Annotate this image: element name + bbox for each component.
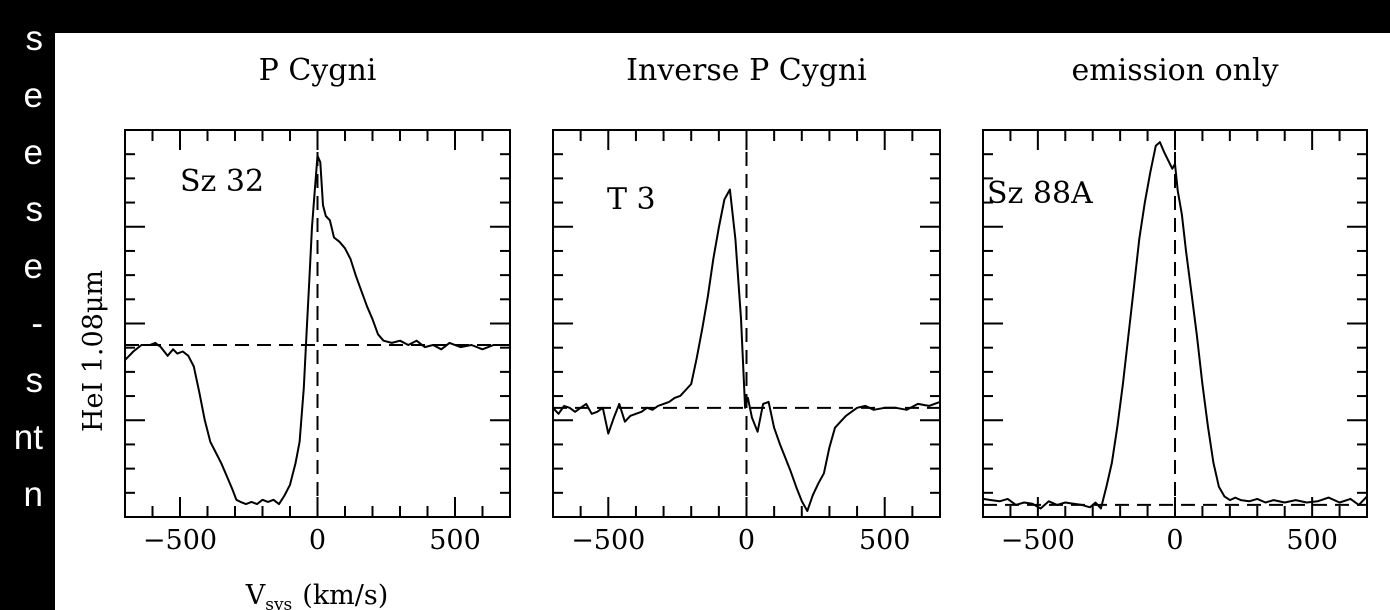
- x-axis-label-main: V: [245, 580, 266, 610]
- star-name-label: Sz 88A: [987, 176, 1093, 211]
- side-text-letter: e: [23, 76, 43, 115]
- panel-3: −500 0 500 emission only Sz 88A: [982, 53, 1368, 556]
- x-tick-label: −500: [143, 525, 217, 556]
- x-tick-label: 0: [1166, 525, 1183, 556]
- side-text-fragment: s e e s e - s nt n: [0, 0, 55, 610]
- side-text-letter: n: [23, 475, 43, 514]
- x-tick-label: 500: [1286, 525, 1338, 556]
- side-text-letter: e: [23, 133, 43, 172]
- star-name-label: Sz 32: [180, 164, 264, 199]
- star-name-label: T 3: [607, 182, 656, 217]
- side-text-letter: s: [25, 190, 44, 229]
- y-axis-label: HeI 1.08μm: [78, 270, 109, 432]
- side-text-letter: s: [25, 361, 44, 400]
- panels: −500 0 500 P Cygni Sz 32 −500 0 500 Inverse P Cy…: [124, 53, 1368, 556]
- spectrum-line: [552, 188, 941, 512]
- spectrum-line: [982, 141, 1368, 510]
- panel-title: emission only: [1071, 53, 1278, 88]
- x-axis-label-unit: (km/s): [302, 580, 388, 610]
- side-text-letter: -: [31, 304, 43, 343]
- panel-title: Inverse P Cygni: [626, 53, 867, 88]
- x-tick-label: −500: [1001, 525, 1075, 556]
- panel-1: −500 0 500 P Cygni Sz 32: [124, 53, 511, 556]
- x-axis-label: Vsys (km/s): [245, 580, 389, 610]
- x-tick-label: −500: [571, 525, 645, 556]
- side-text-letter: nt: [13, 418, 43, 457]
- side-text-letter: s: [25, 19, 44, 58]
- x-tick-label: 0: [309, 525, 326, 556]
- panel-2: −500 0 500 Inverse P Cygni T 3: [552, 53, 941, 556]
- spectra-figure-svg: HeI 1.08μm Vsys (km/s) −500 0 500 P Cygni Sz …: [78, 53, 1368, 610]
- panel-title: P Cygni: [259, 53, 377, 88]
- side-text-letter: e: [23, 247, 43, 286]
- x-tick-label: 500: [859, 525, 911, 556]
- spectra-figure: HeI 1.08μm Vsys (km/s) −500 0 500 P Cygni Sz …: [55, 33, 1390, 610]
- spectrum-line: [124, 154, 510, 506]
- x-tick-label: 500: [429, 525, 481, 556]
- x-axis-label-sub: sys: [265, 595, 292, 610]
- x-tick-label: 0: [738, 525, 755, 556]
